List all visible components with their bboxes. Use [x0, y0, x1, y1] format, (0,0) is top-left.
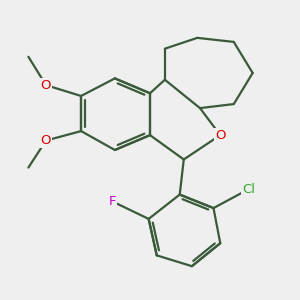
Text: O: O — [41, 79, 51, 92]
Text: O: O — [215, 129, 226, 142]
Text: O: O — [41, 134, 51, 147]
Text: F: F — [108, 195, 116, 208]
Text: Cl: Cl — [242, 183, 255, 196]
